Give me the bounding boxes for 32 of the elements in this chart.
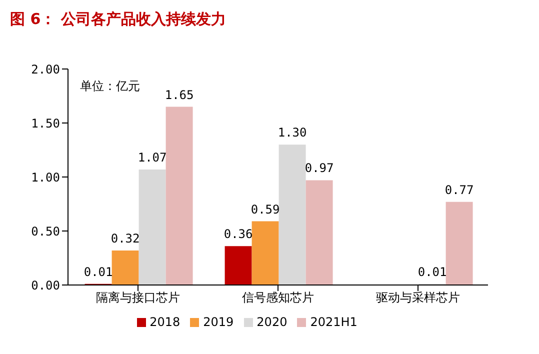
y-tick-label: 1.50 xyxy=(31,116,60,130)
data-label: 0.97 xyxy=(304,161,334,176)
bar xyxy=(224,246,252,285)
data-label: 0.59 xyxy=(250,202,280,216)
chart-title: 图 6： 公司各产品收入持续发力 xyxy=(9,9,227,29)
x-tick-label: 隔离与接口芯片 xyxy=(96,290,180,305)
x-tick-label: 驱动与采样芯片 xyxy=(376,290,460,305)
legend-label: 2020 xyxy=(256,315,288,329)
x-tick-label: 信号感知芯片 xyxy=(242,290,314,305)
data-label: 0.36 xyxy=(224,227,253,242)
y-tick-label: 2.00 xyxy=(31,62,60,76)
data-label: 0.32 xyxy=(110,231,140,246)
y-tick-label: 0.00 xyxy=(31,278,60,292)
data-label: 0.01 xyxy=(84,264,113,279)
bar xyxy=(252,221,279,285)
bar xyxy=(112,250,139,285)
legend-label: 2019 xyxy=(203,315,234,329)
data-label: 1.65 xyxy=(164,88,194,102)
data-label: 1.30 xyxy=(278,126,307,140)
data-label: 0.01 xyxy=(418,264,447,279)
bar xyxy=(166,106,193,285)
legend-label: 2021H1 xyxy=(310,315,358,329)
y-tick-label: 1.00 xyxy=(31,170,60,184)
annotation: 单位：亿元 xyxy=(80,78,140,95)
bar xyxy=(278,144,306,285)
legend-label: 2018 xyxy=(150,315,180,329)
data-label: 0.77 xyxy=(444,182,474,197)
data-label: 1.07 xyxy=(138,150,167,164)
y-tick-label: 0.50 xyxy=(31,224,60,238)
bar xyxy=(138,169,166,285)
bar xyxy=(306,180,333,285)
bar xyxy=(446,202,473,285)
